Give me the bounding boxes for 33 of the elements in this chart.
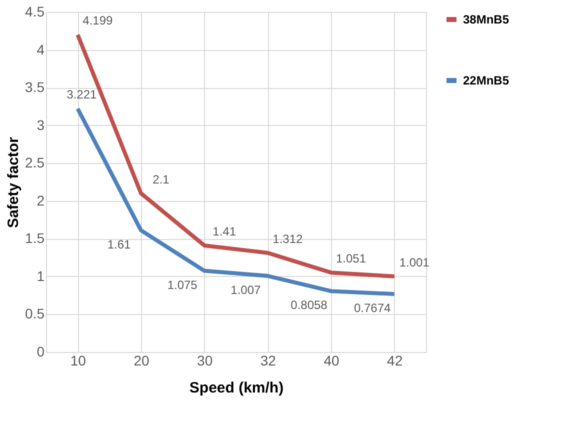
data-label: 2.1	[152, 172, 170, 186]
x-tick-label: 32	[260, 352, 276, 368]
data-label: 1.001	[399, 255, 430, 270]
y-tick-label: 2	[36, 192, 45, 208]
y-axis-title: Safety factor	[5, 136, 22, 228]
data-label: 1.41	[212, 224, 236, 238]
data-label: 4.199	[82, 14, 114, 28]
data-label: 1.075	[167, 278, 198, 292]
data-label: 3.221	[66, 88, 98, 102]
x-tick-label: 30	[197, 352, 213, 368]
y-tick-label: 3.5	[25, 79, 45, 96]
y-tick-label: 2.5	[25, 154, 45, 171]
legend-label: 22MnB5	[463, 74, 510, 88]
x-tick-label: 40	[324, 352, 340, 368]
y-tick-label: 0	[36, 344, 45, 360]
y-tick-label: 0.5	[25, 306, 45, 322]
y-tick-label: 4.5	[25, 4, 45, 20]
y-tick-label: 4	[36, 41, 45, 58]
y-tick-label: 3	[36, 116, 45, 133]
legend-label: 38MnB5	[463, 12, 510, 26]
data-label: 1.312	[272, 232, 304, 246]
y-tick-label: 1.5	[25, 230, 45, 246]
line-series	[76, 106, 396, 296]
data-label: 0.7674	[354, 301, 392, 316]
data-label: 1.051	[336, 252, 366, 266]
data-label: 1.007	[230, 282, 262, 297]
data-label: 0.8058	[290, 298, 328, 312]
data-label: 1.61	[107, 237, 131, 252]
y-tick-label: 1	[36, 268, 45, 284]
x-tick-label: 42	[387, 352, 403, 368]
x-tick-label: 20	[134, 352, 150, 368]
x-axis-title: Speed (km/h)	[189, 380, 284, 396]
x-tick-label: 10	[70, 352, 86, 368]
